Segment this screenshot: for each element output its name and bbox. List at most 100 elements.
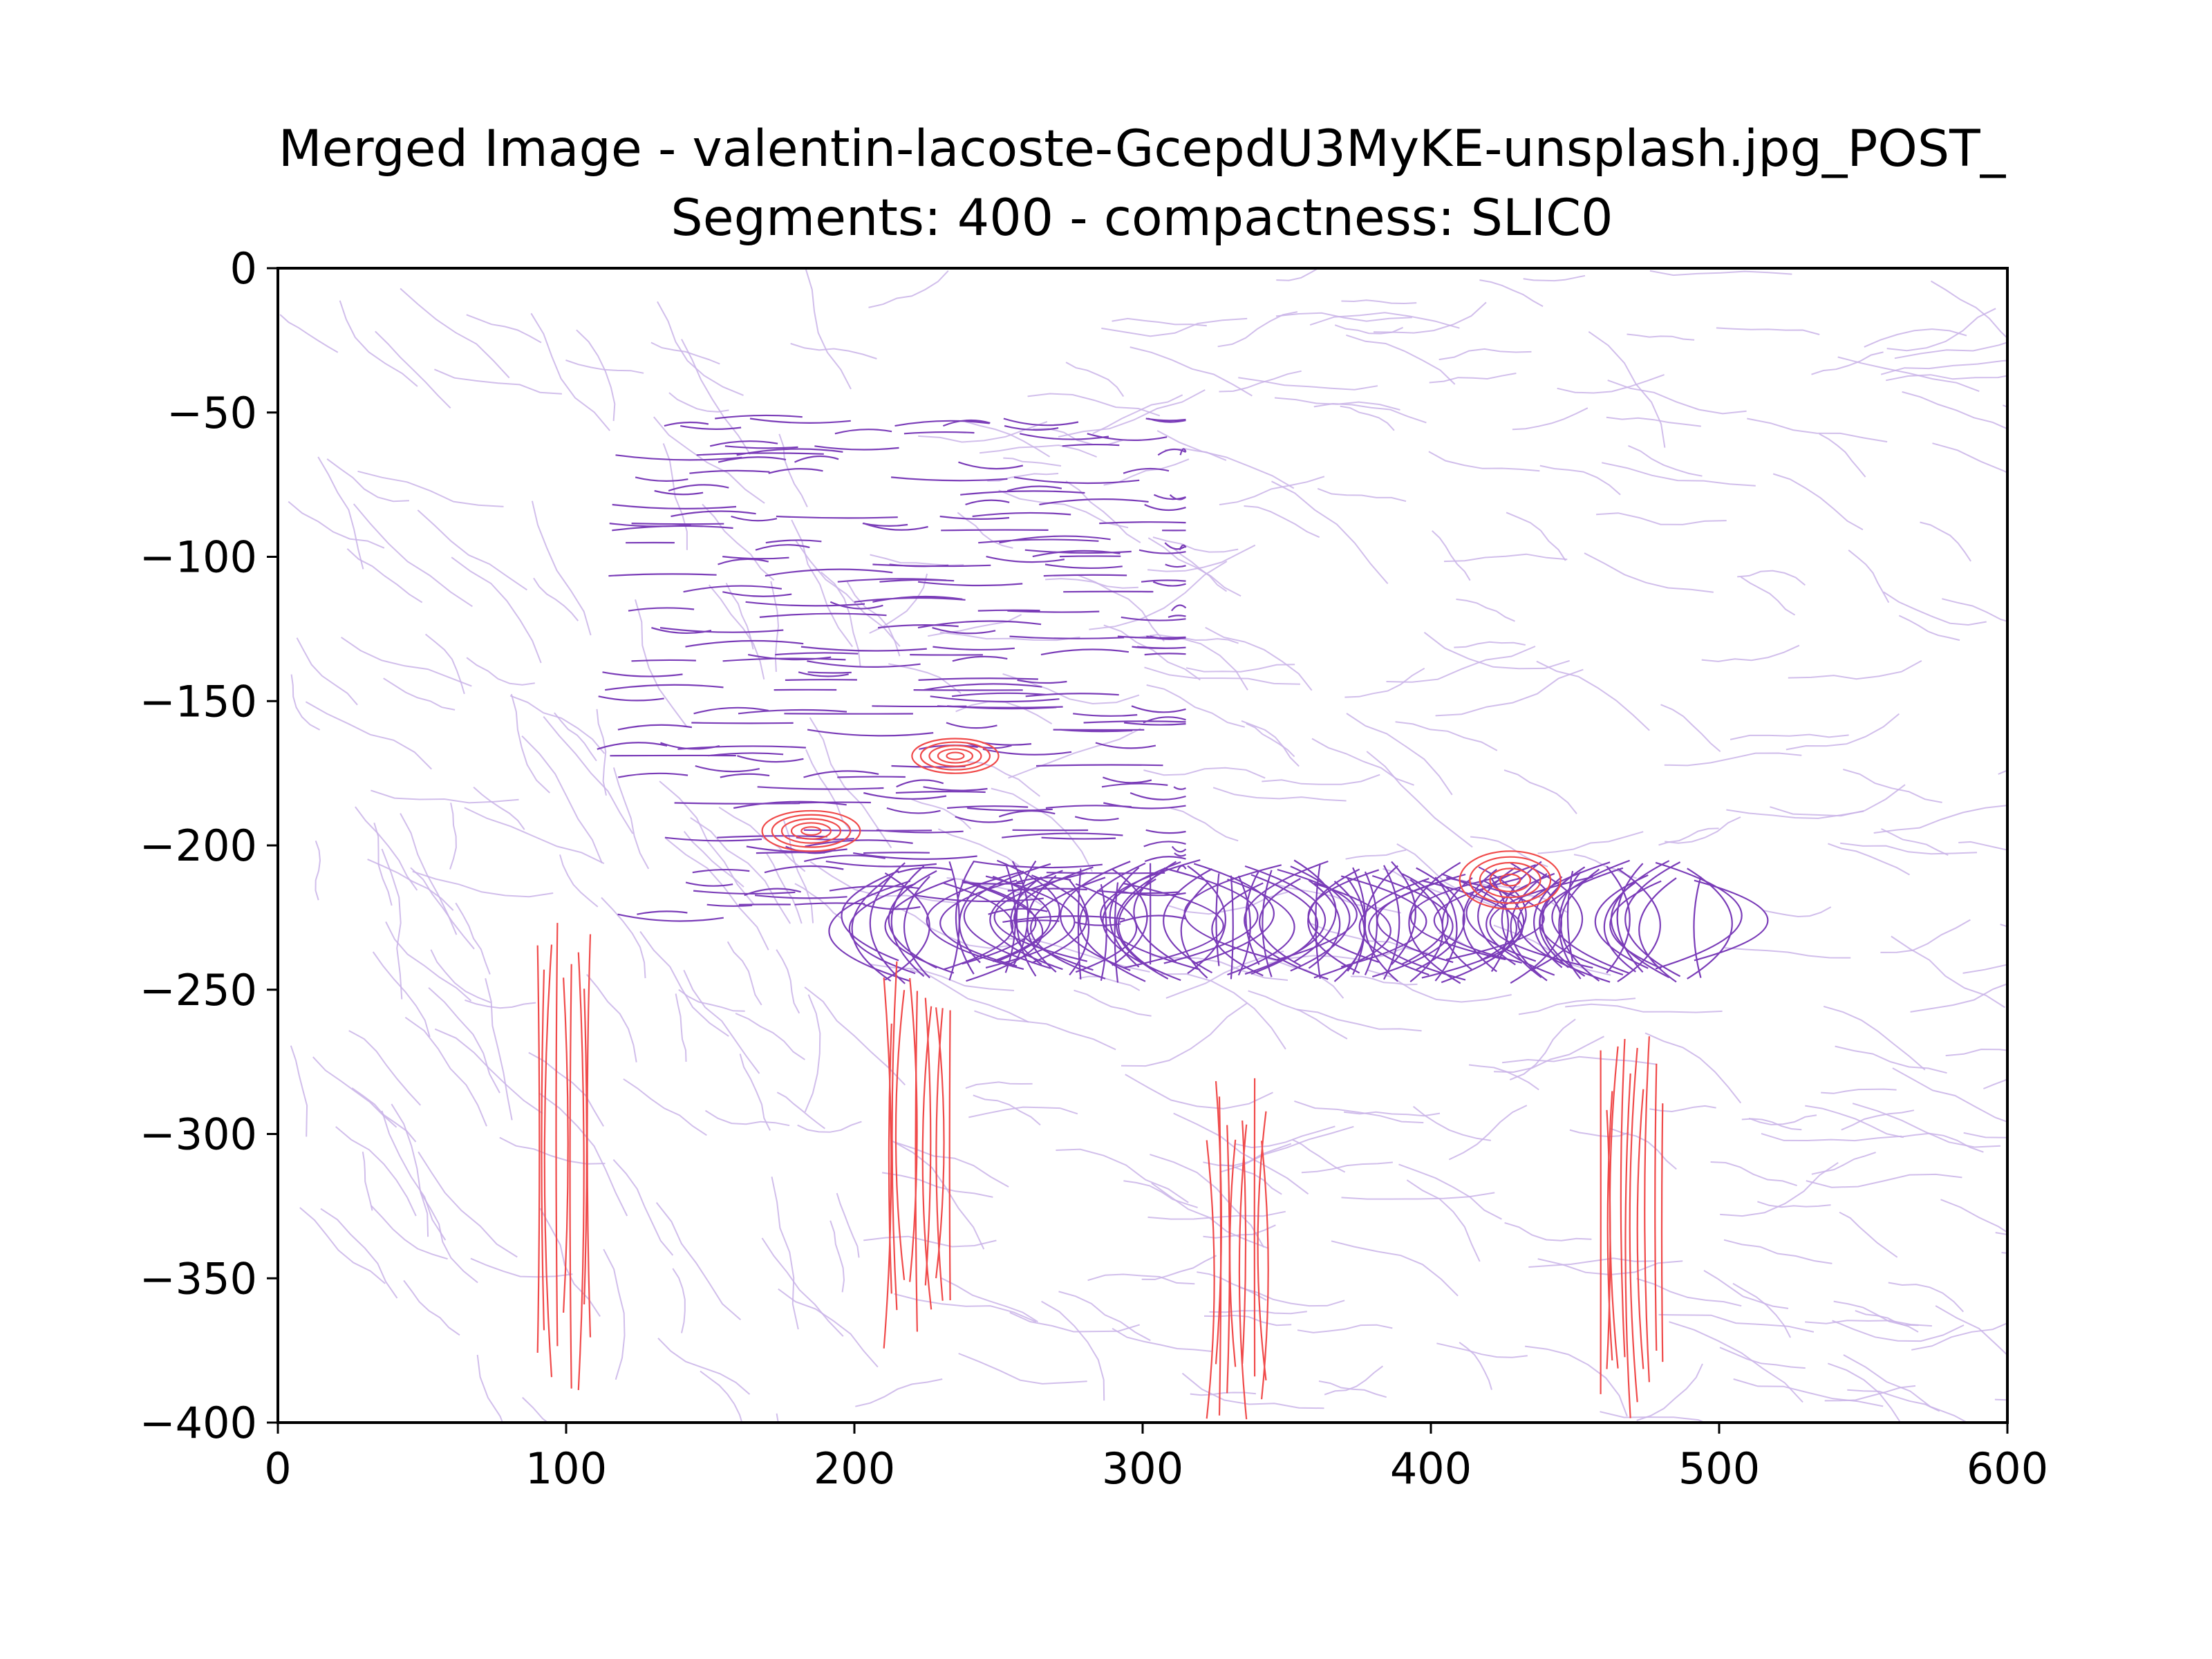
streamline-chair-backrest [706, 902, 921, 910]
streamline-background [1429, 373, 1517, 384]
streamline-background [1144, 666, 1300, 685]
streamline-chair-seat [1307, 868, 1360, 974]
streamline-chair-seat [1501, 861, 1542, 978]
streamline-background [1246, 722, 1295, 758]
streamline-background [1835, 1045, 1947, 1074]
streamline-background [967, 761, 1041, 797]
streamline-background [791, 519, 854, 648]
streamline-background [543, 715, 634, 834]
streamline-background [335, 1126, 417, 1217]
streamline-background [657, 1338, 751, 1395]
streamline-background [662, 443, 688, 550]
streamline-background [1056, 1148, 1189, 1203]
streamline-background [1089, 561, 1228, 630]
streamline-background [533, 577, 579, 621]
streamline-chair-seat [1485, 872, 1555, 976]
y-tick-label: −300 [140, 1109, 257, 1160]
streamline-chair-backrest [960, 490, 1187, 500]
streamline-background [657, 301, 744, 396]
streamline-chair-seat [1693, 876, 1702, 978]
streamline-background [1523, 274, 1586, 282]
streamline-background [797, 1121, 862, 1133]
streamline-background [1805, 1105, 1904, 1138]
streamline-spot-3 [1489, 868, 1531, 892]
streamline-chair-seat [1441, 873, 1517, 984]
streamline-chair-seat [1010, 876, 1042, 966]
streamline-background [1276, 268, 1320, 281]
streamline-chair-seat [1462, 868, 1497, 973]
streamline-background [1920, 521, 1971, 562]
streamline-background [385, 921, 472, 1002]
streamline-background [1423, 632, 1570, 670]
streamline-background [1716, 327, 1820, 335]
streamline-chair-seat [1616, 863, 1644, 973]
streamline-background [1112, 1327, 1212, 1352]
streamline-spot-1 [761, 809, 861, 852]
streamline-background [420, 1192, 478, 1284]
streamline-chair-seat [926, 870, 1024, 971]
streamline-background [1346, 334, 1456, 385]
streamline-chair-backrest [715, 414, 1186, 427]
streamline-background [1726, 809, 1864, 819]
streamline-leg-mid-left [891, 961, 898, 1311]
streamline-background [1324, 1365, 1384, 1396]
streamline-background [1494, 1035, 1604, 1074]
streamline-background [1942, 598, 2007, 622]
streamline-background [1910, 983, 2007, 1013]
streamline-background [1828, 843, 1910, 876]
streamline-background [973, 1094, 1041, 1126]
streamline-chair-backrest [628, 604, 1187, 613]
streamline-background [312, 1056, 397, 1128]
streamline-background [766, 852, 803, 924]
streamline-background [894, 1293, 1037, 1323]
streamline-background [1864, 328, 1967, 348]
streamline-background [1156, 430, 1295, 489]
streamline-chair-seat [1077, 868, 1082, 980]
streamline-background [404, 1016, 487, 1127]
streamline-spot-1 [790, 822, 832, 840]
y-tick-label: −350 [140, 1253, 257, 1304]
streamline-background [1262, 774, 1380, 785]
x-tick-label: 0 [264, 1443, 291, 1494]
streamline-background [1161, 973, 1286, 1050]
streamline-background [596, 709, 607, 796]
streamline-chair-seat [1541, 866, 1586, 977]
streamline-background [612, 767, 650, 870]
streamline-background [1935, 1305, 2007, 1356]
streamline-chair-backrest [660, 742, 1156, 750]
streamline-leg-right [1654, 1063, 1658, 1351]
streamline-background [367, 859, 454, 911]
streamline-background [1065, 362, 1125, 397]
streamline-background [601, 897, 646, 979]
streamline-chair-seat [1433, 877, 1522, 964]
streamline-background [855, 1378, 943, 1407]
streamline-background [412, 870, 554, 898]
streamline-chair-backrest [617, 770, 1152, 784]
streamline-chair-seat [1617, 868, 1661, 983]
streamline-background [1819, 433, 1866, 478]
streamlines-layer [279, 268, 2007, 1423]
streamline-chair-seat [1262, 870, 1273, 977]
streamline-chair-seat [1445, 877, 1545, 961]
streamline-background [1185, 664, 1295, 673]
streamline-spot-2 [911, 738, 1000, 774]
streamline-chair-seat [962, 879, 1037, 965]
streamline-background [510, 693, 550, 794]
streamline-background [538, 1092, 628, 1217]
streamline-background [1537, 831, 1644, 854]
streamline-chair-backrest [671, 510, 1071, 522]
streamline-background [1101, 317, 1248, 337]
streamline-spot-3 [1479, 861, 1541, 899]
streamline-spot-1 [800, 826, 822, 836]
streamline-background [1238, 377, 1378, 391]
chart-title-line-2: Segments: 400 - compactness: SLIC0 [671, 189, 1613, 247]
streamline-chair-seat [869, 862, 906, 984]
streamline-spot-2 [937, 748, 974, 764]
streamline-background [1065, 480, 1141, 543]
streamline-background [465, 999, 536, 1009]
streamline-leg-right [1624, 1073, 1631, 1418]
streamline-background [1341, 299, 1417, 305]
streamline-background [1606, 416, 1701, 427]
streamline-chair-seat [1293, 859, 1337, 963]
streamline-chair-backrest [834, 429, 1168, 441]
